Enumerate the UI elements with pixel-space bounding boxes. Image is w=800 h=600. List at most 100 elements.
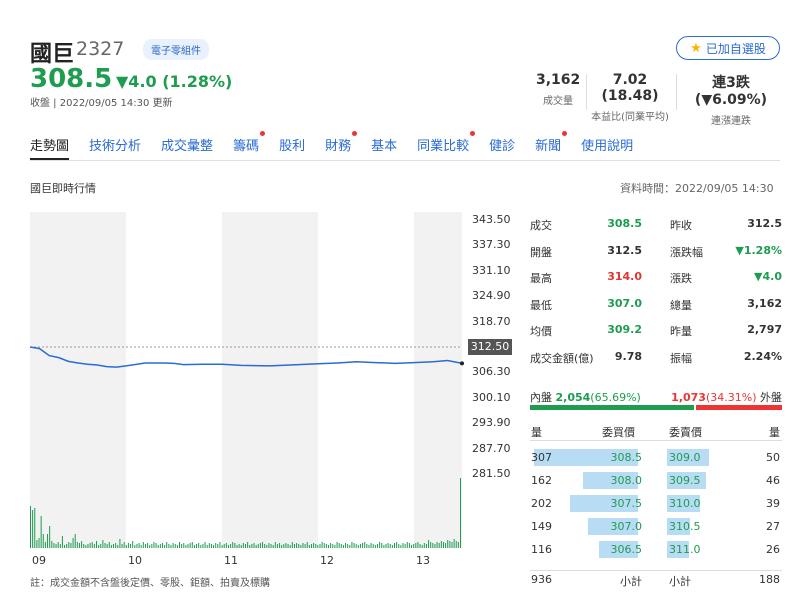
ask-volume-bar (667, 449, 709, 466)
volume-bar (113, 544, 115, 548)
tab-6[interactable]: 基本 (371, 135, 397, 160)
stat-label: 本益比(同業平均) (591, 112, 669, 123)
tab-label: 同業比較 (417, 139, 470, 154)
quote-label: 振幅 (670, 351, 692, 365)
category-badge[interactable]: 電子零組件 (143, 39, 209, 60)
quote-value: 308.5 (607, 217, 642, 231)
volume-bar (85, 545, 87, 548)
tab-3[interactable]: 籌碼 (233, 131, 266, 160)
quote-value: 2,797 (747, 323, 782, 337)
quote-label: 漲跌 (670, 272, 692, 286)
volume-bar (391, 545, 393, 548)
volume-bar (385, 544, 387, 548)
volume-bar (119, 539, 121, 548)
volume-bar (93, 544, 95, 548)
notification-dot-icon (562, 131, 568, 136)
y-tick-label: 343.50 (472, 213, 511, 226)
volume-bar (223, 544, 225, 548)
volume-bar (249, 545, 251, 548)
quote-label: 昨量 (670, 325, 692, 339)
tab-2[interactable]: 成交彙整 (161, 135, 213, 160)
volume-bar (325, 544, 327, 548)
ask-qty: 39 (766, 497, 780, 510)
volume-bar (270, 544, 272, 548)
volume-bar (279, 543, 281, 548)
volume-bar (51, 541, 53, 548)
volume-bar (332, 544, 334, 548)
orderbook-header: 量 委買價 委賣價 量 (530, 424, 782, 441)
y-tick-label: 318.70 (472, 314, 511, 328)
tab-7[interactable]: 同業比較 (417, 131, 476, 160)
volume-bar (64, 545, 66, 548)
ask-volume-bar (667, 472, 706, 489)
tab-9[interactable]: 新聞 (535, 131, 568, 160)
volume-bar (460, 478, 461, 548)
volume-bar (70, 543, 72, 548)
notification-dot-icon (470, 131, 476, 136)
volume-bar (187, 544, 189, 548)
volume-bar (349, 545, 351, 548)
volume-bar (338, 543, 340, 548)
volume-bar (313, 543, 315, 548)
volume-bar (159, 544, 161, 548)
volume-bar (376, 544, 378, 548)
watchlist-button[interactable]: ★ 已加自選股 (676, 36, 780, 60)
volume-bar (400, 545, 402, 548)
tab-label: 技術分析 (89, 139, 142, 154)
tab-1[interactable]: 技術分析 (89, 135, 141, 160)
volume-bar (55, 544, 57, 548)
volume-bar (257, 544, 259, 548)
bid-volume-bar (534, 449, 638, 466)
tab-0[interactable]: 走勢圖 (30, 135, 70, 160)
tab-8[interactable]: 健診 (489, 135, 515, 160)
x-tick-label: 12 (320, 554, 334, 567)
volume-bar (262, 542, 264, 548)
volume-bar (430, 542, 432, 548)
volume-bar (155, 543, 157, 548)
quote-row: 成交金額(億) 9.78 振幅 2.24% (530, 345, 782, 372)
stock-code: 2327 (76, 38, 125, 60)
inner-disk: 內盤 2,054(65.69%) (530, 391, 641, 404)
volume-bar (170, 545, 172, 548)
volume-bar (415, 543, 417, 548)
volume-bar (372, 544, 374, 548)
volume-bar (345, 543, 347, 548)
volume-bar (179, 542, 181, 548)
tab-4[interactable]: 股利 (279, 135, 305, 160)
volume-bar (157, 545, 159, 548)
volume-bar (34, 508, 36, 548)
volume-bar (370, 543, 372, 548)
volume-bar (208, 543, 210, 548)
outer-bar (696, 405, 782, 410)
stat-label: 連漲連跌 (711, 116, 751, 127)
volume-bar (408, 543, 410, 548)
volume-bar (204, 542, 206, 548)
volume-bar (47, 534, 49, 548)
volume-bar (189, 543, 191, 548)
volume-bar (319, 544, 321, 548)
x-tick-label: 09 (32, 554, 46, 567)
volume-bar (91, 542, 93, 548)
volume-bar (206, 545, 208, 548)
tab-10[interactable]: 使用說明 (581, 135, 633, 160)
volume-bar (49, 526, 51, 548)
volume-bar (396, 542, 398, 548)
quote-value: 2.24% (743, 349, 782, 363)
intraday-chart[interactable] (30, 212, 466, 548)
volume-bar (453, 539, 455, 548)
bid-volume-bar (598, 541, 638, 558)
x-tick-label: 11 (224, 554, 238, 567)
volume-bar (447, 540, 449, 548)
tab-5[interactable]: 財務 (325, 131, 358, 160)
chart-note: 註：成交金額不含盤後定價、零股、鉅額、拍賣及標購 (30, 578, 270, 589)
ask-total: 188 (759, 573, 780, 586)
ask-price: 310.0 (669, 497, 701, 510)
bid-volume-bar (587, 518, 638, 535)
volume-bar (355, 544, 357, 548)
ask-volume-bar (667, 495, 700, 512)
volume-bar (251, 544, 253, 548)
quote-cell: 振幅 2.24% (670, 350, 782, 366)
ask-price: 309.5 (669, 474, 701, 487)
volume-bar (445, 543, 447, 548)
hour-band (30, 212, 126, 548)
